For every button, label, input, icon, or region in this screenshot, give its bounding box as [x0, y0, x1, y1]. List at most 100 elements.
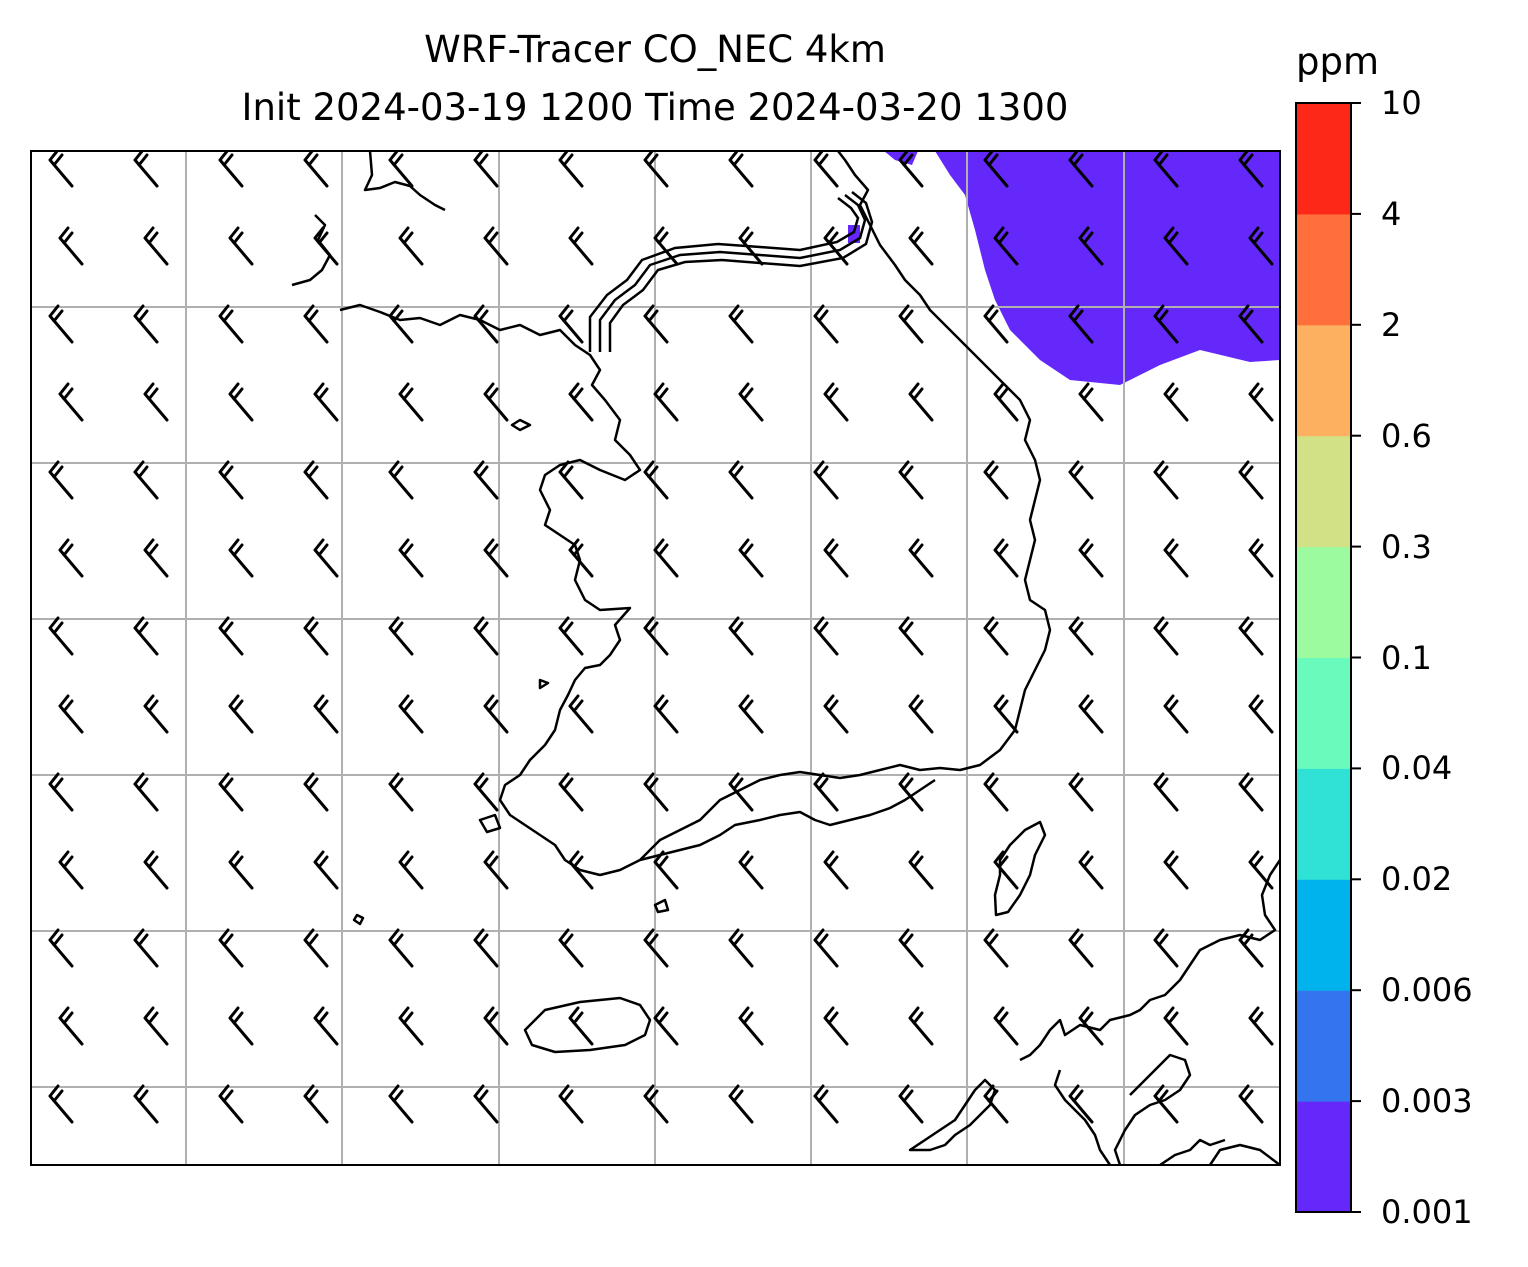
colorbar-segment — [1296, 1101, 1351, 1213]
wind-barb — [1068, 616, 1094, 656]
wind-barb — [228, 382, 254, 422]
colorbar-tick-label: 0.6 — [1381, 416, 1432, 455]
wind-barb — [313, 226, 339, 266]
wind-barb — [313, 538, 339, 578]
wind-barb — [1248, 1006, 1274, 1046]
wind-barb — [48, 460, 74, 500]
wind-barb — [398, 226, 424, 266]
wind-barb — [1163, 850, 1189, 890]
wind-barb — [1153, 460, 1179, 500]
wind-barb — [568, 1006, 594, 1046]
wind-barb — [313, 850, 339, 890]
wind-barb — [738, 1006, 764, 1046]
wind-barb — [473, 304, 499, 344]
wind-barb — [813, 928, 839, 968]
wind-barb — [388, 616, 414, 656]
wind-barb — [898, 460, 924, 500]
wind-barb — [388, 772, 414, 812]
coastline-japan — [1019, 859, 1280, 1062]
wind-barb — [133, 616, 159, 656]
wind-barb — [1238, 460, 1264, 500]
tracer-concentration-area — [935, 151, 1280, 385]
channel-lines — [588, 191, 874, 352]
colorbar-segment — [1296, 213, 1351, 326]
wind-barb — [228, 226, 254, 266]
wind-barb — [643, 772, 669, 812]
wind-barb — [898, 772, 924, 812]
wind-barb — [473, 772, 499, 812]
wind-barb — [1238, 304, 1264, 344]
wind-barb — [48, 616, 74, 656]
wind-barb — [908, 226, 934, 266]
wind-barb — [1248, 538, 1274, 578]
wind-barb — [313, 1006, 339, 1046]
wind-barb — [993, 850, 1019, 890]
wind-barb — [983, 616, 1009, 656]
wind-barb — [1078, 538, 1104, 578]
wind-barb — [898, 304, 924, 344]
wind-barb — [218, 616, 244, 656]
wind-barb — [728, 616, 754, 656]
wind-barb — [218, 928, 244, 968]
wind-barb — [218, 1084, 244, 1124]
colorbar-segment — [1296, 103, 1351, 215]
wind-barb — [1248, 226, 1274, 266]
wind-barb — [1163, 694, 1189, 734]
coastline-islet-4 — [653, 898, 670, 914]
wind-barb — [823, 1006, 849, 1046]
wind-barb — [653, 1006, 679, 1046]
wind-barb — [398, 850, 424, 890]
wind-barb — [1078, 226, 1104, 266]
coastline-islet-2 — [538, 678, 550, 690]
wind-barb — [1238, 1084, 1264, 1124]
colorbar-tick-label: 0.003 — [1381, 1082, 1473, 1121]
wind-barb — [568, 382, 594, 422]
wind-barbs — [48, 151, 1274, 1124]
wind-barb — [218, 772, 244, 812]
wind-barb — [983, 772, 1009, 812]
colorbar-segment — [1296, 657, 1351, 769]
wind-barb — [568, 850, 594, 890]
wind-barb — [398, 538, 424, 578]
wind-barb — [1078, 850, 1104, 890]
wind-barb — [303, 1084, 329, 1124]
wind-barb — [228, 538, 254, 578]
wind-barb — [558, 928, 584, 968]
colorbar-tick-label: 0.006 — [1381, 971, 1473, 1010]
wind-barb — [1068, 772, 1094, 812]
wind-barb — [48, 304, 74, 344]
wind-barb — [1163, 1006, 1189, 1046]
wind-barb — [1068, 928, 1094, 968]
wind-barb — [228, 694, 254, 734]
wind-barb — [1163, 538, 1189, 578]
wind-barb — [1153, 1084, 1179, 1124]
wind-barb — [993, 1006, 1019, 1046]
wind-barb — [738, 382, 764, 422]
wind-barb — [908, 1006, 934, 1046]
wind-barb — [823, 694, 849, 734]
coastline-southwest-japan — [908, 1078, 997, 1152]
wind-barb — [218, 460, 244, 500]
wind-barb — [993, 694, 1019, 734]
wind-barb — [653, 382, 679, 422]
wind-barb — [483, 226, 509, 266]
wind-barb — [908, 538, 934, 578]
wind-barb — [653, 694, 679, 734]
wind-barb — [728, 304, 754, 344]
wind-barb — [983, 928, 1009, 968]
colorbar-ticks — [1351, 102, 1361, 1213]
colorbar-tick-label: 2 — [1381, 305, 1402, 344]
colorbar-unit-label: ppm — [1296, 40, 1380, 83]
wind-barb — [388, 304, 414, 344]
wind-barb — [483, 382, 509, 422]
wind-barb — [1238, 772, 1264, 812]
wind-barb — [1248, 382, 1274, 422]
wind-barb — [643, 928, 669, 968]
wind-barb — [133, 460, 159, 500]
coastline-kyushu — [1053, 1053, 1280, 1165]
wind-barb — [1153, 616, 1179, 656]
wind-barb — [558, 1084, 584, 1124]
wind-barb — [653, 538, 679, 578]
wind-barb — [58, 1006, 84, 1046]
wind-barb — [898, 928, 924, 968]
